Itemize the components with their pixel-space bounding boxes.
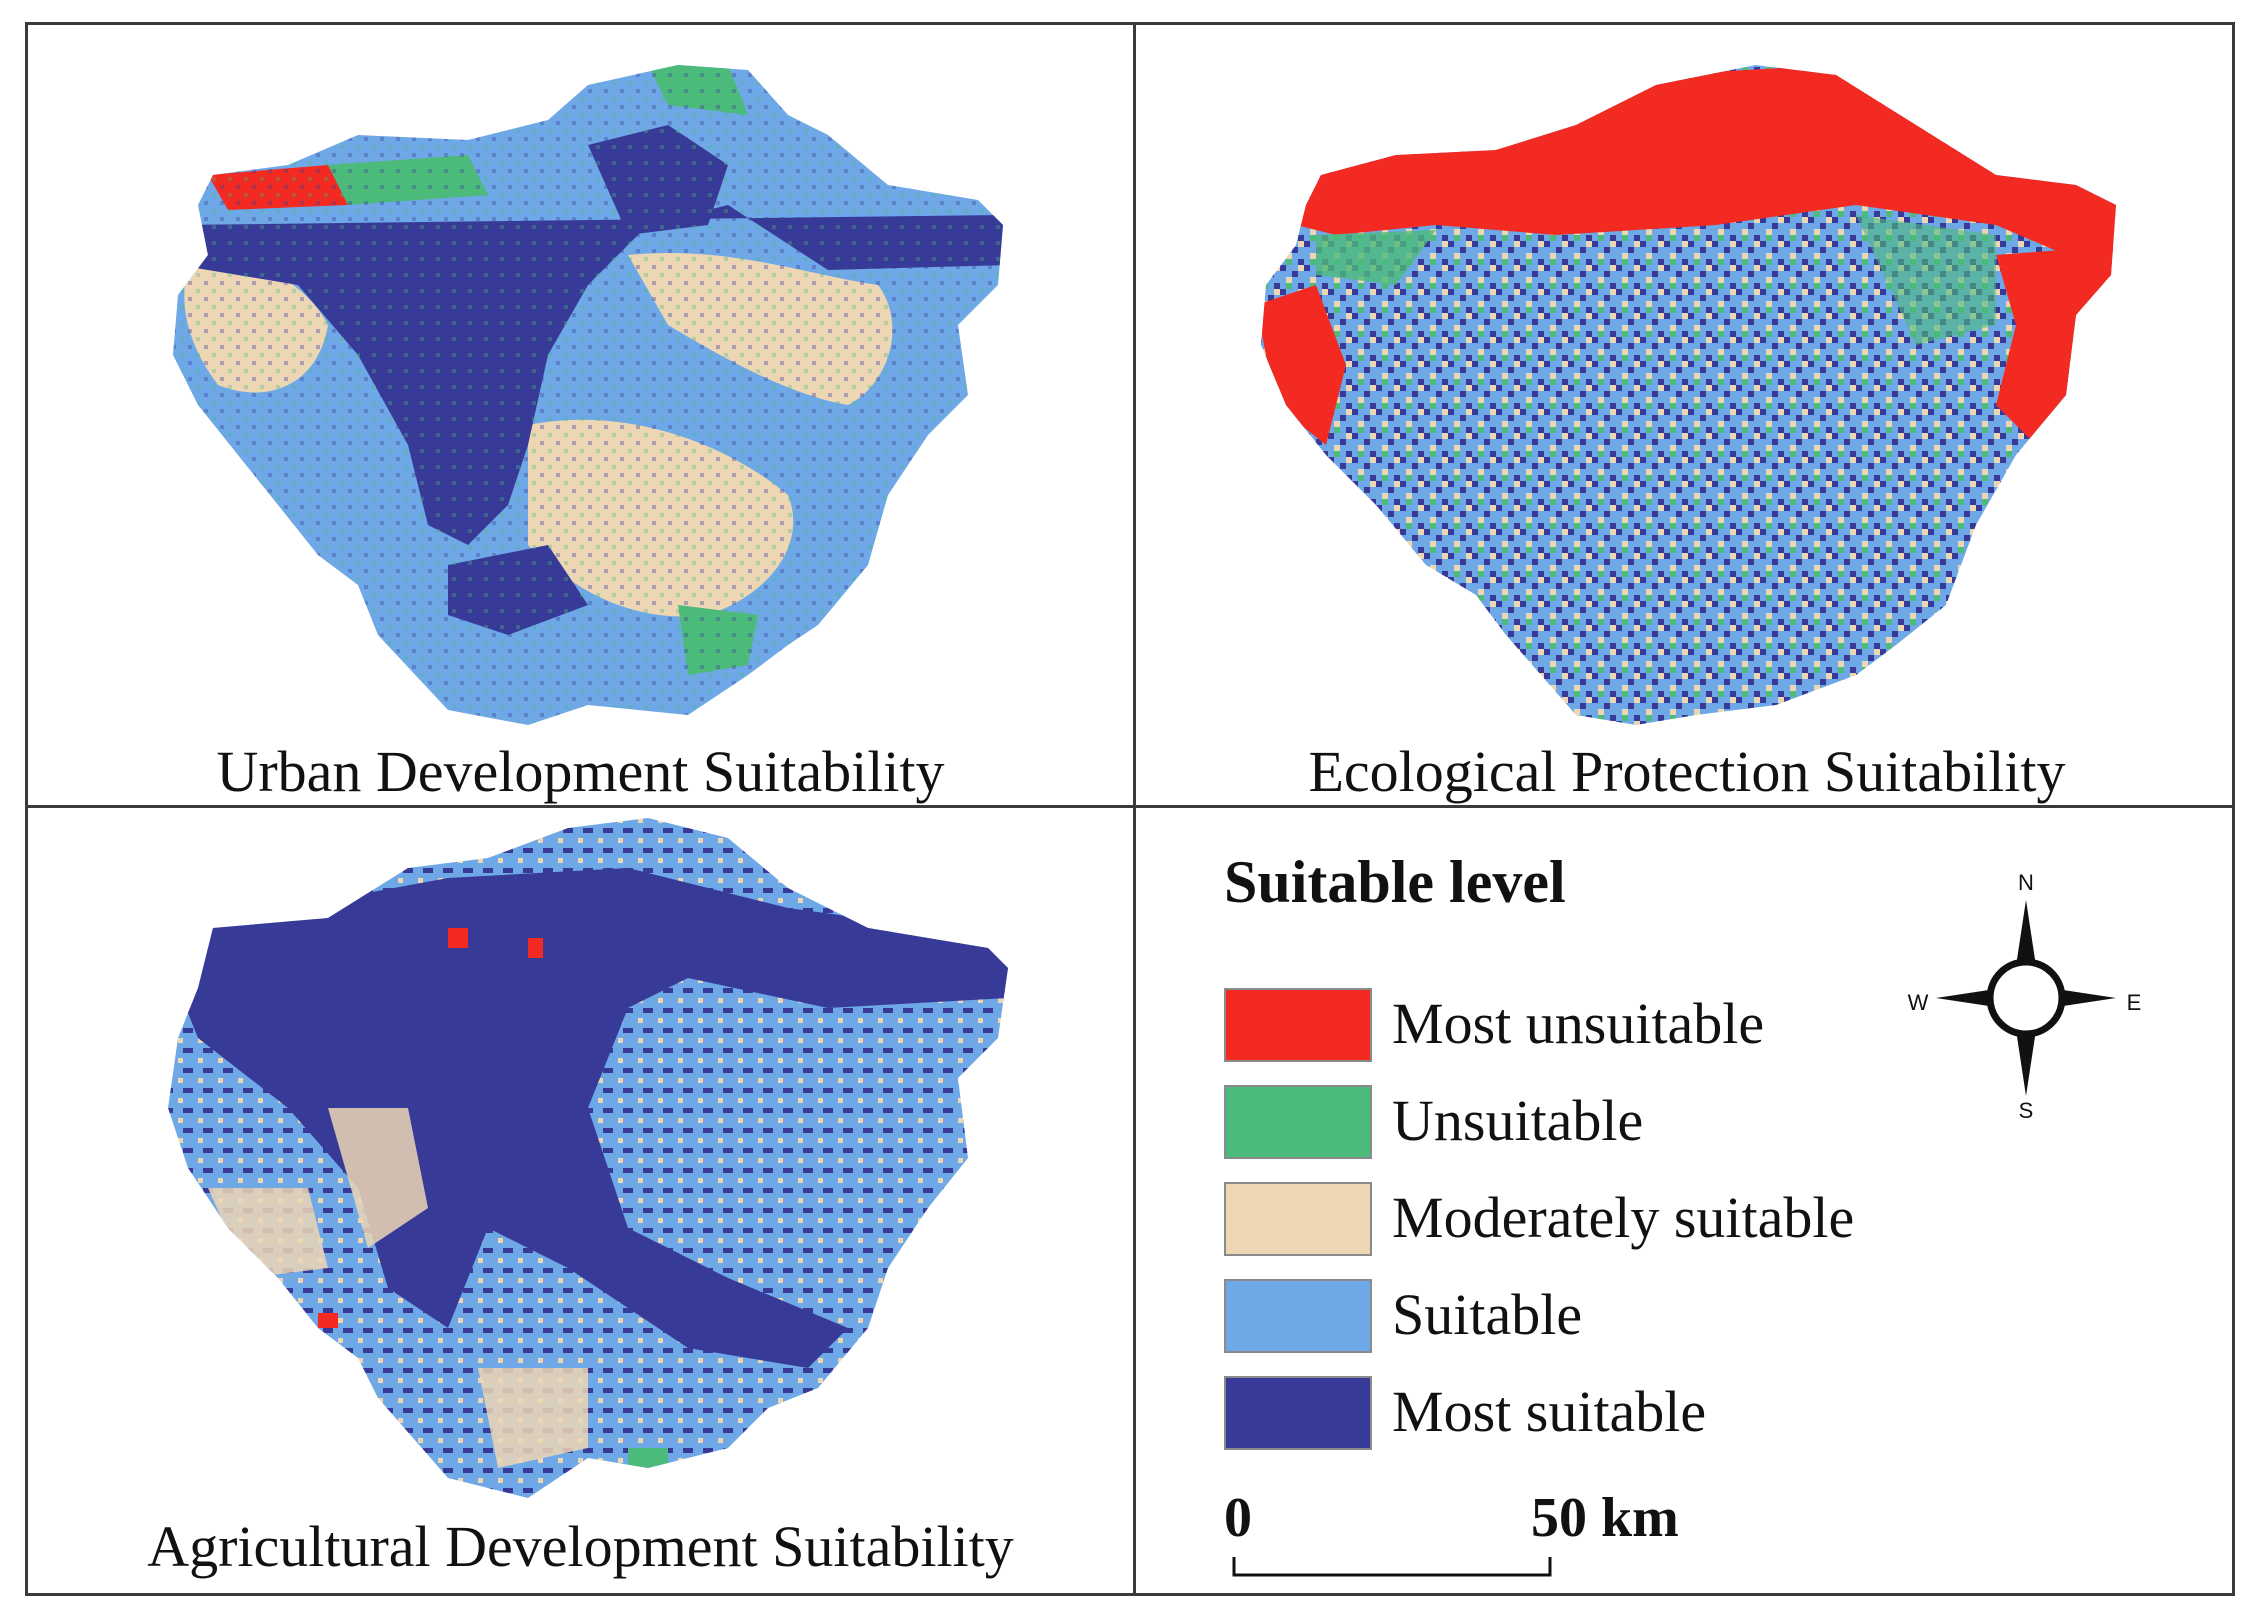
compass-e: E [2127,990,2142,1015]
legend-label: Suitable [1392,1282,1583,1347]
agricultural-suitability-map [168,818,1008,1498]
ecological-panel: Ecological Protection Suitability [1136,25,2238,805]
legend-swatch [1224,1085,1372,1159]
scale-bar-end: 50 km [1531,1487,1679,1549]
ecological-suitability-map [1261,65,2116,725]
legend-swatch [1224,1376,1372,1450]
panel-divider-vertical [1133,25,1136,1593]
agricultural-panel: Agricultural Development Suitability [28,808,1133,1599]
urban-panel: Urban Development Suitability [28,25,1133,805]
legend-swatch [1224,1279,1372,1353]
legend-panel: Suitable level Most unsuitable Unsuitabl… [1136,808,2238,1599]
panel-divider-horizontal [28,805,2232,808]
figure-frame: Urban Development Suitability [25,22,2235,1596]
legend-swatch [1224,1182,1372,1256]
legend-swatch [1224,988,1372,1062]
urban-caption: Urban Development Suitability [216,739,945,804]
urban-suitability-map [173,65,1003,725]
ecological-caption: Ecological Protection Suitability [1308,739,2066,804]
scale-bar [1232,1557,1552,1577]
legend-label: Unsuitable [1392,1088,1644,1153]
scale-bar-start: 0 [1224,1487,1252,1549]
north-arrow-compass-icon: N S E W [1908,870,2142,1123]
compass-s: S [2019,1098,2034,1123]
legend-label: Moderately suitable [1392,1185,1855,1250]
legend-label: Most suitable [1392,1379,1707,1444]
legend-title: Suitable level [1224,849,1566,915]
compass-n: N [2018,870,2034,895]
agricultural-caption: Agricultural Development Suitability [147,1514,1014,1579]
legend-label: Most unsuitable [1392,991,1765,1056]
compass-w: W [1908,990,1929,1015]
